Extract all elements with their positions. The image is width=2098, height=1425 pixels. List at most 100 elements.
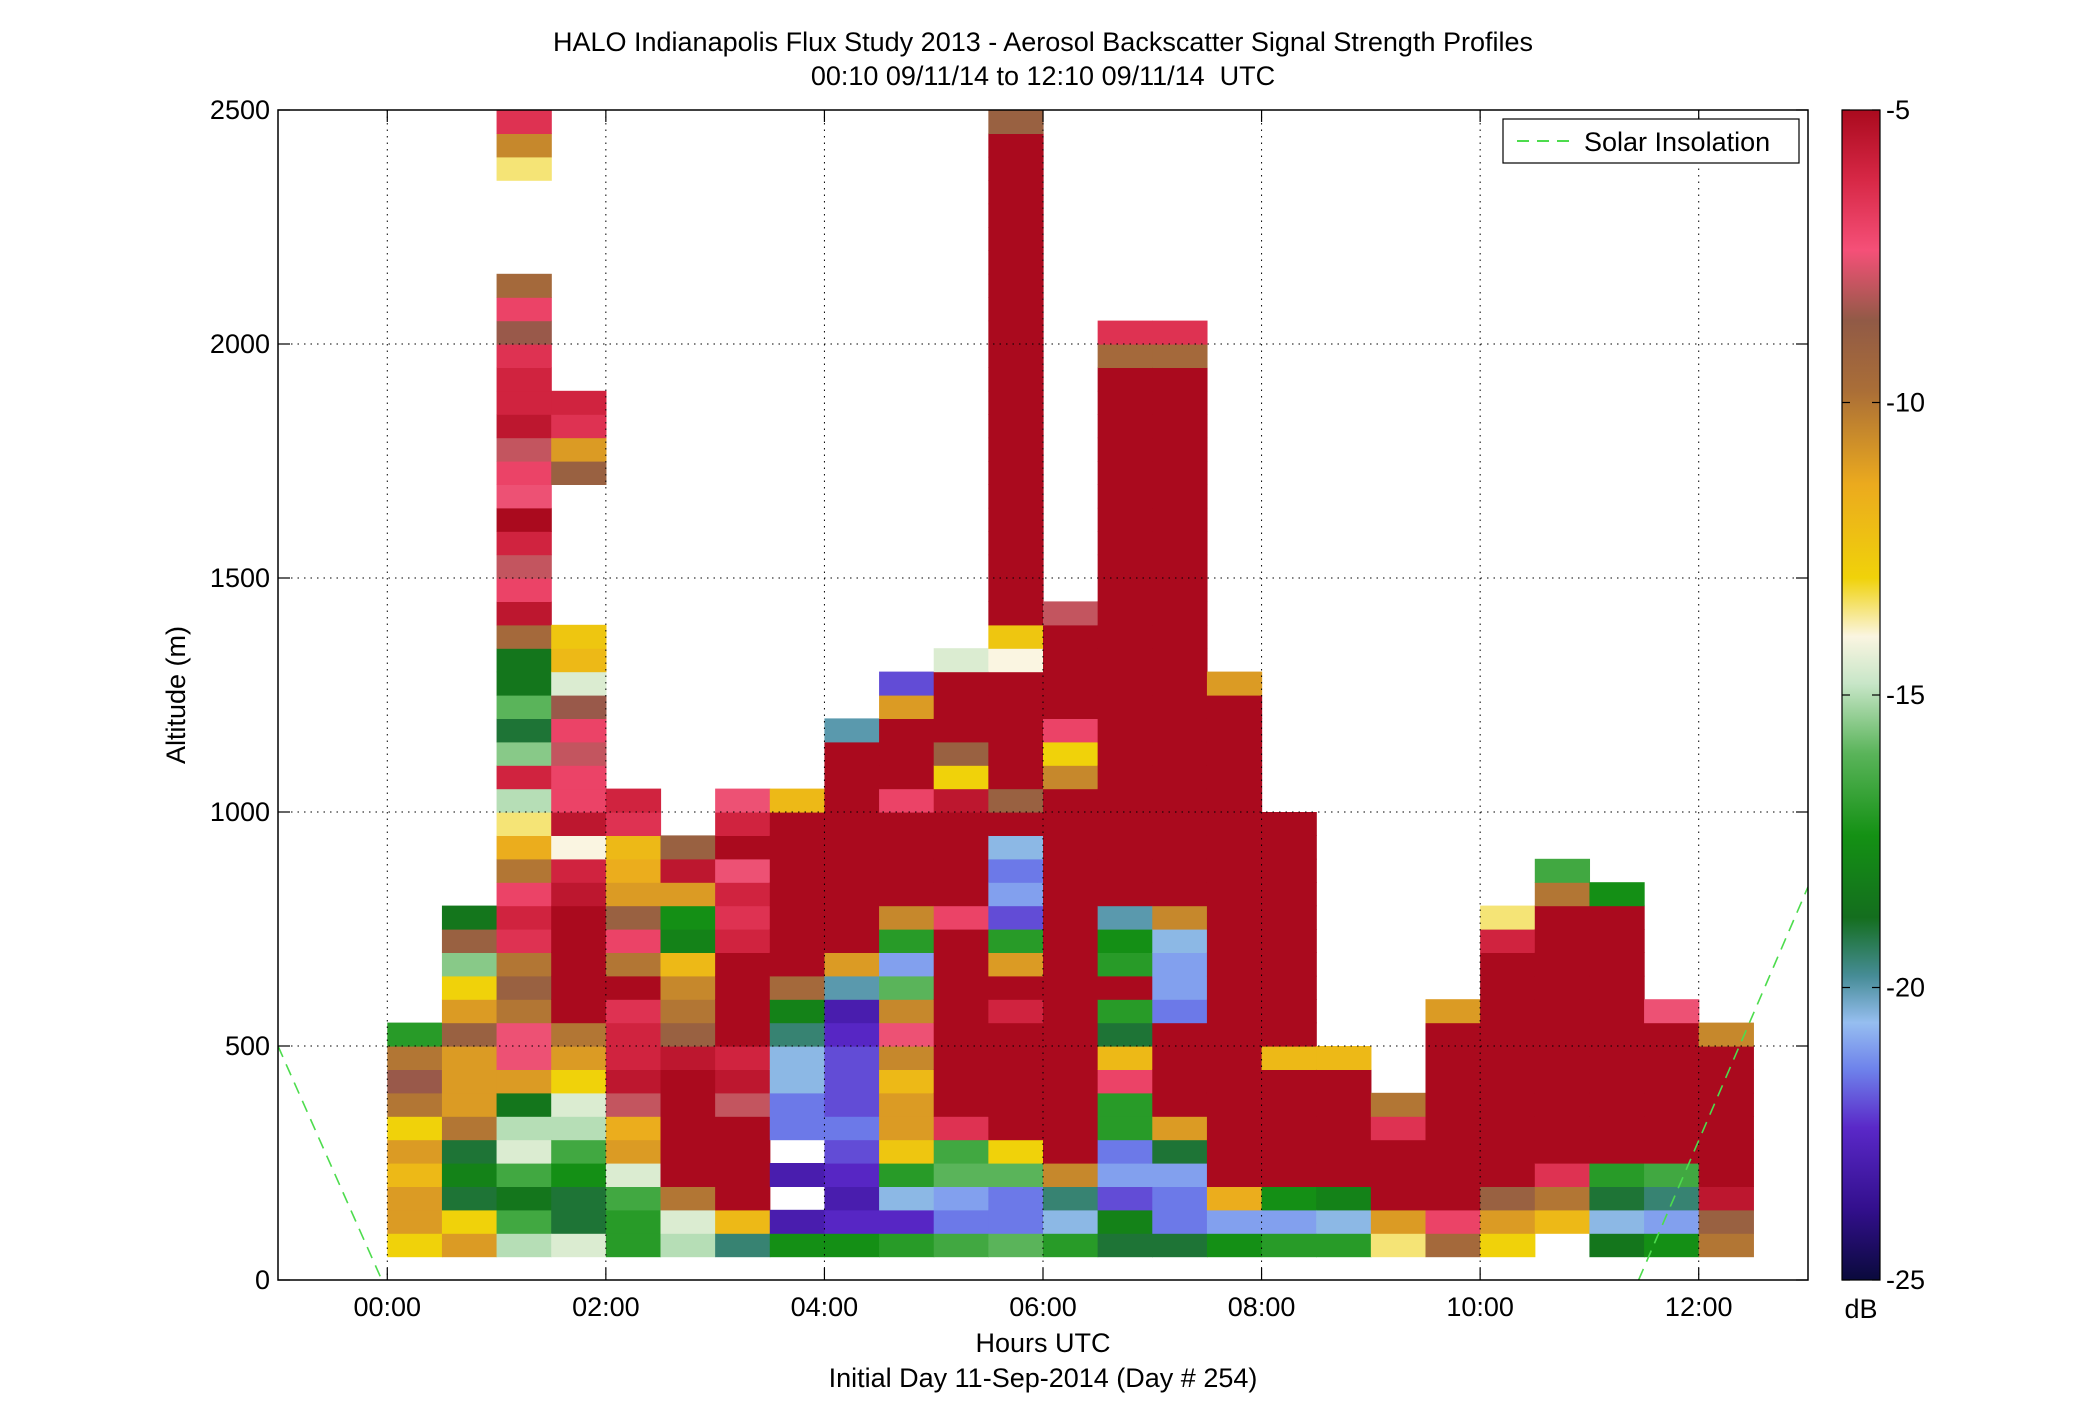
heatmap-cell <box>715 1209 771 1234</box>
heatmap-cell <box>933 671 989 696</box>
heatmap-cell <box>1152 975 1208 1000</box>
heatmap-cell <box>988 390 1044 415</box>
heatmap-cell <box>1043 1116 1099 1141</box>
heatmap-cell <box>496 718 552 743</box>
heatmap-cell <box>769 858 826 883</box>
heatmap-cell <box>441 1046 498 1070</box>
heatmap-cell <box>1261 882 1317 907</box>
heatmap-cell <box>496 554 552 579</box>
heatmap-cell <box>496 531 552 556</box>
heatmap-cell <box>387 1233 443 1258</box>
heatmap-cell <box>441 1069 498 1094</box>
heatmap-cell <box>551 461 607 485</box>
heatmap-cell <box>933 812 989 836</box>
heatmap-cell <box>988 437 1044 462</box>
heatmap-cell <box>1043 882 1099 907</box>
heatmap-cell <box>824 1209 880 1234</box>
heatmap-cell <box>879 999 935 1024</box>
heatmap-cell <box>988 671 1044 696</box>
heatmap-cell <box>988 414 1044 439</box>
heatmap-cell <box>441 999 498 1024</box>
heatmap-cell <box>441 905 498 930</box>
heatmap-cell <box>988 1116 1044 1141</box>
heatmap-cell <box>715 1233 771 1258</box>
heatmap-cell <box>496 1022 552 1047</box>
heatmap-cell <box>660 1163 716 1187</box>
heatmap-cell <box>1097 905 1153 930</box>
heatmap-cell <box>933 1022 989 1047</box>
heatmap-cell <box>933 975 989 1000</box>
heatmap-cell <box>1152 1139 1208 1164</box>
heatmap-cell <box>496 999 552 1024</box>
heatmap-cell <box>988 882 1044 907</box>
y-tick-label: 500 <box>225 1031 270 1061</box>
heatmap-cell <box>605 1186 662 1211</box>
heatmap-cell <box>1043 1233 1099 1258</box>
heatmap-cell <box>1206 671 1263 696</box>
heatmap-cell <box>1152 414 1208 439</box>
heatmap-cell <box>988 578 1044 602</box>
heatmap-cell <box>1480 1116 1536 1141</box>
heatmap-cell <box>1316 1209 1372 1234</box>
heatmap-cell <box>496 390 552 415</box>
heatmap-cell <box>496 624 552 649</box>
heatmap-cell <box>988 1209 1044 1234</box>
heatmap-cell <box>1370 1233 1427 1258</box>
heatmap-cell <box>1261 1092 1317 1117</box>
heatmap-cell <box>605 1069 662 1094</box>
heatmap-cell <box>496 414 552 439</box>
heatmap-cell <box>551 999 607 1024</box>
heatmap-cell <box>1152 1116 1208 1141</box>
heatmap-cell <box>1097 812 1153 836</box>
heatmap-cell <box>824 858 880 883</box>
heatmap-cell <box>441 1092 498 1117</box>
heatmap-cell <box>1261 929 1317 953</box>
heatmap-cell <box>496 507 552 532</box>
heatmap-cell <box>1097 671 1153 696</box>
heatmap-cell <box>933 1163 989 1187</box>
heatmap-cell <box>1097 1069 1153 1094</box>
heatmap-cell <box>879 1163 935 1187</box>
legend-box <box>1502 118 1800 164</box>
heatmap-cell <box>1370 1092 1427 1117</box>
heatmap-cell <box>988 1022 1044 1047</box>
heatmap-cell <box>441 1022 498 1047</box>
heatmap-cell <box>1152 882 1208 907</box>
heatmap-cell <box>1043 999 1099 1024</box>
heatmap-cell <box>1152 1046 1208 1070</box>
x-tick-label: 06:00 <box>1009 1292 1077 1322</box>
y-tick-label: 0 <box>255 1265 270 1295</box>
heatmap-cell <box>441 975 498 1000</box>
heatmap-cell <box>441 1209 498 1234</box>
heatmap-cell <box>1097 882 1153 907</box>
heatmap-cell <box>1480 1233 1536 1258</box>
heatmap-cell <box>1425 1092 1481 1117</box>
heatmap-cell <box>1534 929 1591 953</box>
heatmap-cell <box>1534 1116 1591 1141</box>
heatmap-cell <box>1097 1163 1153 1187</box>
heatmap-cell <box>1152 671 1208 696</box>
heatmap-cell <box>988 1163 1044 1187</box>
heatmap-cell <box>1152 390 1208 415</box>
heatmap-cell <box>988 858 1044 883</box>
heatmap-cell <box>933 1139 989 1164</box>
heatmap-cell <box>1206 1046 1263 1070</box>
heatmap-cell <box>660 835 716 860</box>
heatmap-cell <box>1480 1092 1536 1117</box>
heatmap-cell <box>824 835 880 860</box>
heatmap-cell <box>988 952 1044 977</box>
heatmap-cell <box>496 110 552 134</box>
heatmap-cell <box>1261 1046 1317 1070</box>
heatmap-cell <box>387 1209 443 1234</box>
heatmap-cell <box>879 929 935 953</box>
heatmap-cell <box>1480 1069 1536 1094</box>
heatmap-cell <box>769 952 826 977</box>
heatmap-cell <box>660 1139 716 1164</box>
heatmap-cell <box>769 788 826 813</box>
heatmap-cell <box>1097 414 1153 439</box>
heatmap-cell <box>715 1186 771 1211</box>
heatmap-cell <box>1589 975 1645 1000</box>
heatmap-cell <box>988 484 1044 509</box>
heatmap-cell <box>988 648 1044 673</box>
heatmap-cell <box>1043 858 1099 883</box>
